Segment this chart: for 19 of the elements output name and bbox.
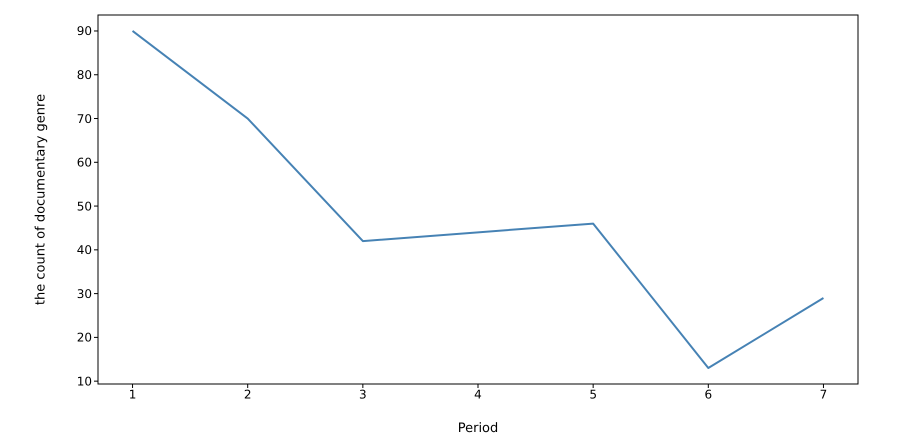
y-tick-label: 10 bbox=[76, 374, 92, 388]
x-tick-label: 5 bbox=[589, 388, 597, 402]
x-tick-label: 6 bbox=[704, 388, 712, 402]
y-axis-title: the count of documentary genre bbox=[34, 94, 49, 306]
x-tick-label: 7 bbox=[820, 388, 828, 402]
line-series bbox=[132, 30, 824, 370]
x-tick-label: 1 bbox=[128, 388, 136, 402]
x-tick-label: 3 bbox=[359, 388, 367, 402]
y-tick-label: 40 bbox=[76, 243, 92, 258]
x-tick-label: 2 bbox=[244, 388, 252, 402]
y-tick-label: 90 bbox=[76, 24, 92, 38]
y-tick-label: 50 bbox=[76, 199, 92, 214]
y-tick-label: 20 bbox=[76, 330, 92, 345]
y-tick-label: 30 bbox=[76, 286, 92, 301]
y-tick-label: 70 bbox=[76, 112, 92, 126]
y-tick-label: 60 bbox=[76, 156, 92, 170]
y-tick-label: 80 bbox=[76, 68, 92, 82]
x-axis-title: Period bbox=[458, 421, 498, 436]
x-tick-label: 4 bbox=[474, 388, 482, 402]
